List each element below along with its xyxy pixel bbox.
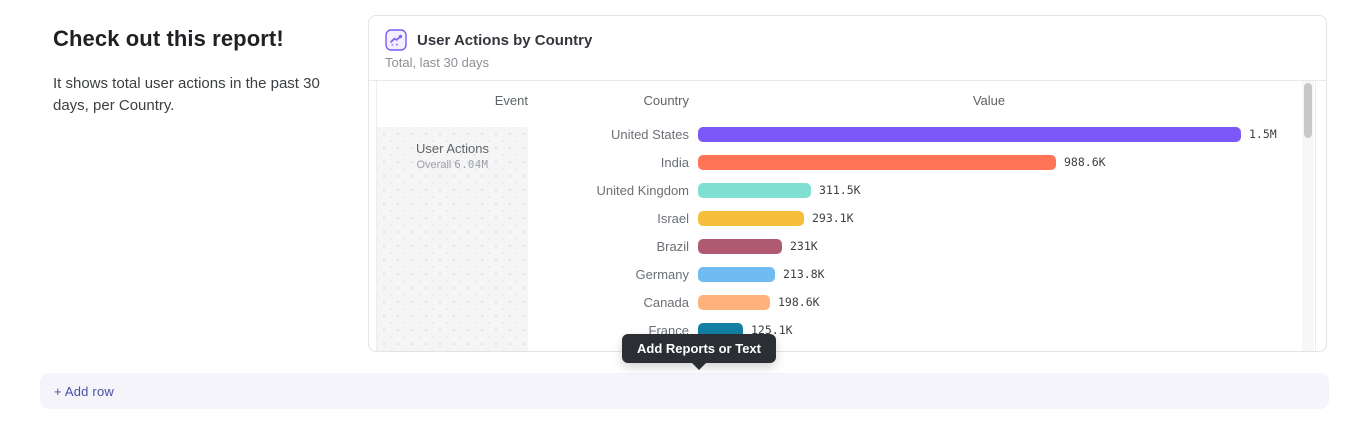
event-name: User Actions [416,141,489,156]
add-reports-tooltip: Add Reports or Text [622,334,776,370]
chart-row: Israel 293.1K [528,204,1315,232]
bar-segment[interactable] [698,154,1056,170]
page-description: It shows total user actions in the past … [53,75,320,114]
country-label: France [648,322,689,337]
bar-value-label: 988.6K [1064,155,1106,169]
bar-value-label: 1.5M [1249,127,1277,141]
bar-segment[interactable] [698,322,743,336]
report-card-body: Event Country Value User Actions Overall… [369,81,1326,351]
bar-segment[interactable] [698,182,811,198]
line-chart-icon [385,29,407,51]
bar-value-label: 198.6K [778,295,820,309]
chart-row: France 125.1K [528,316,1315,336]
report-title: User Actions by Country [417,31,593,49]
bar-value-label: 213.8K [783,267,825,281]
bar-segment[interactable] [698,266,775,282]
scrollbar-thumb[interactable] [1304,83,1312,138]
bar-segment[interactable] [698,210,804,226]
bar-value-label: 311.5K [819,183,861,197]
chart-row: United States 1.5M [528,120,1315,148]
bar-segment[interactable] [698,238,782,254]
column-header-country: Country [643,93,689,108]
country-label: Brazil [656,238,689,254]
report-subtitle: Total, last 30 days [385,55,490,70]
table-header-row: Event Country Value [377,81,1315,120]
chart-rows: United States 1.5M India 988.6K United Kingd… [528,120,1315,336]
country-label: Israel [657,210,689,226]
country-label: United States [610,126,689,142]
bar-value-label: 293.1K [812,211,854,225]
chart-row: Canada 198.6K [528,288,1315,316]
bar-segment[interactable] [698,126,1241,142]
vertical-scrollbar[interactable] [1302,81,1314,351]
chart-row: Brazil 231K [528,232,1315,260]
add-row-button[interactable]: + Add row [40,373,1329,409]
bar-value-label: 125.1K [751,323,793,336]
country-label: India [660,154,689,170]
event-overall: Overall 6.04M [416,159,489,171]
country-label: Canada [643,294,689,310]
chart-row: India 988.6K [528,148,1315,176]
event-cell: User Actions Overall 6.04M [377,127,528,351]
page-title: Check out this report! [53,26,284,51]
bar-segment[interactable] [698,294,770,310]
column-header-value: Value [972,93,1006,108]
report-card[interactable]: User Actions by Country Total, last 30 d… [368,15,1327,352]
column-header-event: Event [494,93,528,108]
chart-row: United Kingdom 311.5K [528,176,1315,204]
bar-chart: Event Country Value User Actions Overall… [376,81,1316,351]
country-label: United Kingdom [596,182,690,198]
intro-text-block: Check out this report! It shows total us… [53,26,323,117]
report-card-header: User Actions by Country Total, last 30 d… [369,16,1326,81]
bar-value-label: 231K [790,239,818,253]
chart-row: Germany 213.8K [528,260,1315,288]
country-label: Germany [635,266,689,282]
